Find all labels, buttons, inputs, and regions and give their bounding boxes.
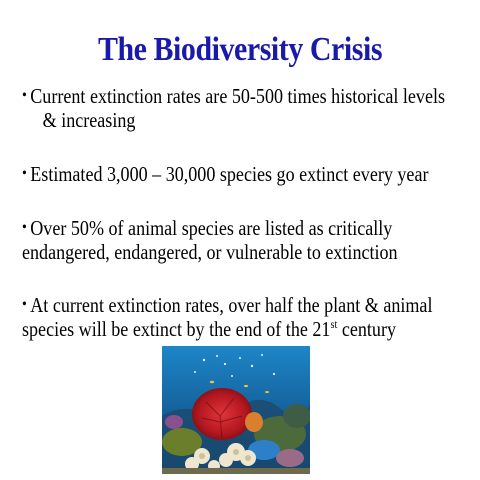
bullet-text-end: century <box>337 317 397 341</box>
bullet-text: Over 50% of animal species are listed as… <box>30 216 393 240</box>
bullet-text: At current extinction rates, over half t… <box>30 293 433 317</box>
bullet-endangered: • Over 50% of animal species are listed a… <box>22 216 426 264</box>
bullet-text-continued: & increasing <box>42 108 136 132</box>
bullet-icon: • <box>22 296 27 313</box>
bullet-text-continued: endangered, endangered, or vulnerable to… <box>22 240 398 264</box>
slide-title: The Biodiversity Crisis <box>97 31 383 68</box>
bullet-text: Estimated 3,000 – 30,000 species go exti… <box>30 162 429 186</box>
bullet-icon: • <box>22 165 27 182</box>
bullet-species-per-year: • Estimated 3,000 – 30,000 species go ext… <box>22 162 429 186</box>
bullet-extinction-rates: • Current extinction rates are 50-500 tim… <box>22 84 445 132</box>
bullet-text: Current extinction rates are 50-500 time… <box>30 84 446 108</box>
bullet-text-continued: species will be extinct by the end of th… <box>22 317 331 341</box>
bullet-icon: • <box>22 219 27 236</box>
bullet-icon: • <box>22 87 27 104</box>
coral-reef-photo <box>162 346 310 474</box>
ordinal-suffix: st <box>330 317 338 331</box>
bullet-half-extinct: • At current extinction rates, over half … <box>22 293 432 341</box>
